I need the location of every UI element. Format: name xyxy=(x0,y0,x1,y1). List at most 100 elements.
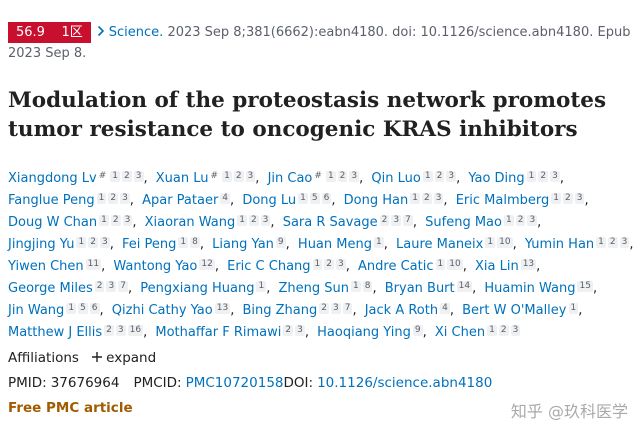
author-name[interactable]: Apar Pataer xyxy=(142,193,219,208)
author-name[interactable]: Fanglue Peng xyxy=(8,193,95,208)
author-name[interactable]: Qin Luo xyxy=(371,171,421,186)
affiliation-marker[interactable]: 2 xyxy=(421,193,432,204)
affiliation-marker[interactable]: 4 xyxy=(220,193,231,204)
author-name[interactable]: Matthew J Ellis xyxy=(8,325,103,340)
affiliation-marker[interactable]: 7 xyxy=(403,215,413,226)
affiliation-marker[interactable]: 2 xyxy=(319,303,329,314)
author-name[interactable]: Sara R Savage xyxy=(282,215,378,230)
affiliation-marker[interactable]: 1 xyxy=(350,281,361,292)
affiliation-marker[interactable]: 1 xyxy=(178,237,189,248)
affiliation-marker[interactable]: 8 xyxy=(362,281,373,292)
author-name[interactable]: Xiaoran Wang xyxy=(144,215,236,230)
affiliation-marker[interactable]: 2 xyxy=(434,171,445,182)
affiliation-marker[interactable]: 14 xyxy=(456,281,473,292)
affiliation-marker[interactable]: 2 xyxy=(337,171,348,182)
affiliation-marker[interactable]: 2 xyxy=(498,325,509,336)
affiliation-marker[interactable]: 1 xyxy=(422,171,433,182)
affiliation-marker[interactable]: 1 xyxy=(256,281,267,292)
author-name[interactable]: Jin Wang xyxy=(8,303,65,318)
affiliation-marker[interactable]: 1 xyxy=(503,215,514,226)
author-name[interactable]: Yao Ding xyxy=(468,171,525,186)
free-pmc-article[interactable]: Free PMC article xyxy=(8,400,133,416)
affiliation-marker[interactable]: 3 xyxy=(391,215,402,226)
expand-toggle[interactable]: expand xyxy=(106,350,157,366)
author-name[interactable]: Fei Peng xyxy=(121,237,177,252)
affiliation-marker[interactable]: 1 xyxy=(325,171,336,182)
affiliation-marker[interactable]: 3 xyxy=(99,237,110,248)
affiliation-marker[interactable]: 6 xyxy=(321,193,332,204)
affiliation-marker[interactable]: 2 xyxy=(324,259,335,270)
journal-link[interactable]: Science. xyxy=(108,25,164,40)
affiliation-marker[interactable]: 3 xyxy=(295,325,305,336)
author-name[interactable]: Qizhi Cathy Yao xyxy=(111,303,213,318)
affiliation-marker[interactable]: 2 xyxy=(379,215,390,226)
affiliation-marker[interactable]: 2 xyxy=(94,281,105,292)
affiliation-marker[interactable]: 5 xyxy=(78,303,88,314)
affiliation-marker[interactable]: 8 xyxy=(190,237,200,248)
author-name[interactable]: Xia Lin xyxy=(474,259,519,274)
affiliation-marker[interactable]: 1 xyxy=(298,193,308,204)
author-name[interactable]: Dong Han xyxy=(343,193,409,208)
affiliation-marker[interactable]: 2 xyxy=(122,171,132,182)
affiliation-marker[interactable]: 1 xyxy=(373,237,384,248)
affiliation-marker[interactable]: 3 xyxy=(245,171,256,182)
author-name[interactable]: George Miles xyxy=(8,281,93,296)
affiliation-marker[interactable]: 1 xyxy=(485,237,496,248)
pmcid-link[interactable]: PMC10720158 xyxy=(185,375,284,391)
author-name[interactable]: Wantong Yao xyxy=(113,259,198,274)
author-name[interactable]: Xuan Lu xyxy=(155,171,209,186)
affiliation-marker[interactable]: 9 xyxy=(275,237,286,248)
affiliation-marker[interactable]: 3 xyxy=(550,171,560,182)
affiliation-marker[interactable]: 2 xyxy=(515,215,526,226)
affiliation-marker[interactable]: 3 xyxy=(122,215,133,226)
affiliation-marker[interactable]: 3 xyxy=(336,259,346,270)
author-name[interactable]: Xi Chen xyxy=(434,325,486,340)
author-name[interactable]: Yumin Han xyxy=(524,237,595,252)
author-name[interactable]: Andre Catic xyxy=(358,259,434,274)
affiliation-marker[interactable]: 1 xyxy=(568,303,579,314)
affiliation-marker[interactable]: 1 xyxy=(99,215,109,226)
affiliation-marker[interactable]: 3 xyxy=(260,215,271,226)
affiliation-marker[interactable]: 1 xyxy=(66,303,77,314)
affiliation-marker[interactable]: 9 xyxy=(412,325,423,336)
author-name[interactable]: Eric C Chang xyxy=(227,259,311,274)
author-name[interactable]: Xiangdong Lv xyxy=(8,171,97,186)
affiliation-marker[interactable]: 1 xyxy=(596,237,606,248)
affiliation-marker[interactable]: 2 xyxy=(110,215,121,226)
affiliation-marker[interactable]: 1 xyxy=(487,325,497,336)
affiliation-marker[interactable]: 7 xyxy=(118,281,128,292)
author-name[interactable]: Liang Yan xyxy=(212,237,274,252)
affiliation-marker[interactable]: 3 xyxy=(446,171,457,182)
affiliation-marker[interactable]: 1 xyxy=(410,193,420,204)
affiliation-marker[interactable]: 6 xyxy=(89,303,100,314)
author-name[interactable]: Doug W Chan xyxy=(8,215,98,230)
affiliation-marker[interactable]: 15 xyxy=(577,281,593,292)
affiliation-marker[interactable]: 1 xyxy=(312,259,323,270)
affiliation-marker[interactable]: 2 xyxy=(607,237,618,248)
affiliation-marker[interactable]: 1 xyxy=(222,171,232,182)
affiliation-marker[interactable]: 3 xyxy=(510,325,521,336)
affiliation-marker[interactable]: 3 xyxy=(115,325,126,336)
author-name[interactable]: Huamin Wang xyxy=(484,281,576,296)
author-name[interactable]: Jingjing Yu xyxy=(8,237,75,252)
affiliation-marker[interactable]: 2 xyxy=(283,325,294,336)
author-name[interactable]: Laure Maneix xyxy=(396,237,484,252)
affiliation-marker[interactable]: 5 xyxy=(309,193,320,204)
affiliation-marker[interactable]: 1 xyxy=(435,259,446,270)
author-name[interactable]: Jack A Roth xyxy=(364,303,439,318)
author-name[interactable]: Sufeng Mao xyxy=(425,215,502,230)
affiliation-marker[interactable]: 1 xyxy=(96,193,107,204)
author-name[interactable]: Eric Malmberg xyxy=(455,193,550,208)
author-name[interactable]: Zheng Sun xyxy=(278,281,349,296)
affiliation-marker[interactable]: 12 xyxy=(199,259,215,270)
affiliation-marker[interactable]: 3 xyxy=(330,303,341,314)
affiliation-marker[interactable]: 4 xyxy=(440,303,450,314)
affiliation-marker[interactable]: 1 xyxy=(526,171,537,182)
affiliation-marker[interactable]: 7 xyxy=(342,303,353,314)
affiliation-marker[interactable]: 3 xyxy=(619,237,630,248)
affiliation-marker[interactable]: 2 xyxy=(233,171,244,182)
affiliation-marker[interactable]: 3 xyxy=(527,215,538,226)
doi-link[interactable]: 10.1126/science.abn4180 xyxy=(317,375,493,391)
affiliation-marker[interactable]: 3 xyxy=(349,171,360,182)
affiliation-marker[interactable]: 3 xyxy=(106,281,117,292)
